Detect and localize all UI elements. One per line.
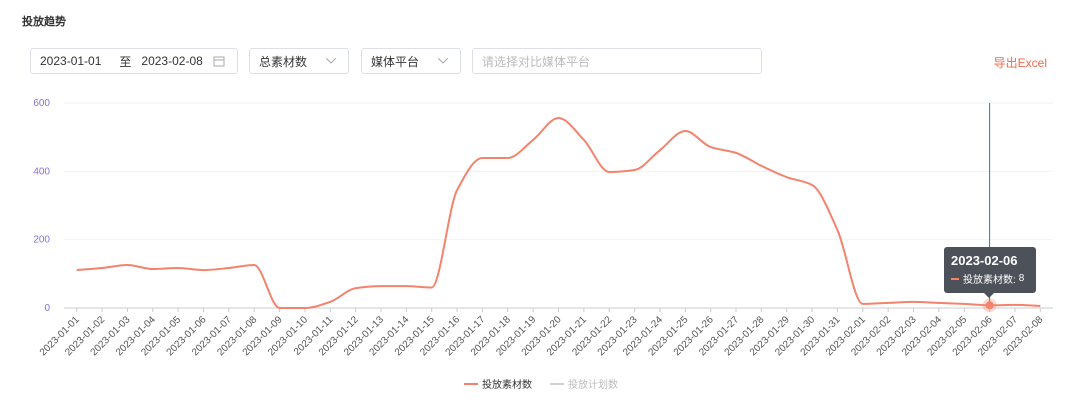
compare-input[interactable]: 请选择对比媒体平台 [472,48,762,74]
arrow [438,58,448,64]
tooltip-label: 投放素材数: [963,275,1016,286]
date-sep: 至 [119,54,132,69]
y-tick-label: 200 [33,235,50,246]
platform-select[interactable]: 媒体平台 [361,48,461,74]
date-range[interactable]: 2023-01-01 至 2023-02-08 [30,48,238,74]
y-tick-label: 600 [33,98,50,109]
metric-text: 总素材数 [259,54,308,69]
series-line [76,117,1041,309]
y-tick-label: 400 [33,166,50,177]
arrow [326,58,336,64]
calendar-icon [213,56,225,67]
tooltip-title: 2023-02-06 [951,253,1018,268]
placeholder: 请选择对比媒体平台 [482,54,591,69]
date-end: 2023-02-08 [141,54,203,68]
platform-text: 媒体平台 [371,54,420,69]
highlight-point [985,301,994,310]
metric-select[interactable]: 总素材数 [249,48,349,74]
tooltip-value: 8 [1018,273,1025,284]
section-title: 投放趋势 [22,16,66,28]
tooltip: 2023-02-06 投放素材数: 8 [944,247,1036,298]
y-tick-label: 0 [44,303,50,314]
date-start: 2023-01-01 [40,54,102,68]
export-link[interactable]: 导出Excel [993,56,1047,70]
legend-label: 投放素材数 [482,378,532,391]
legend-label: 投放计划数 [568,378,618,391]
